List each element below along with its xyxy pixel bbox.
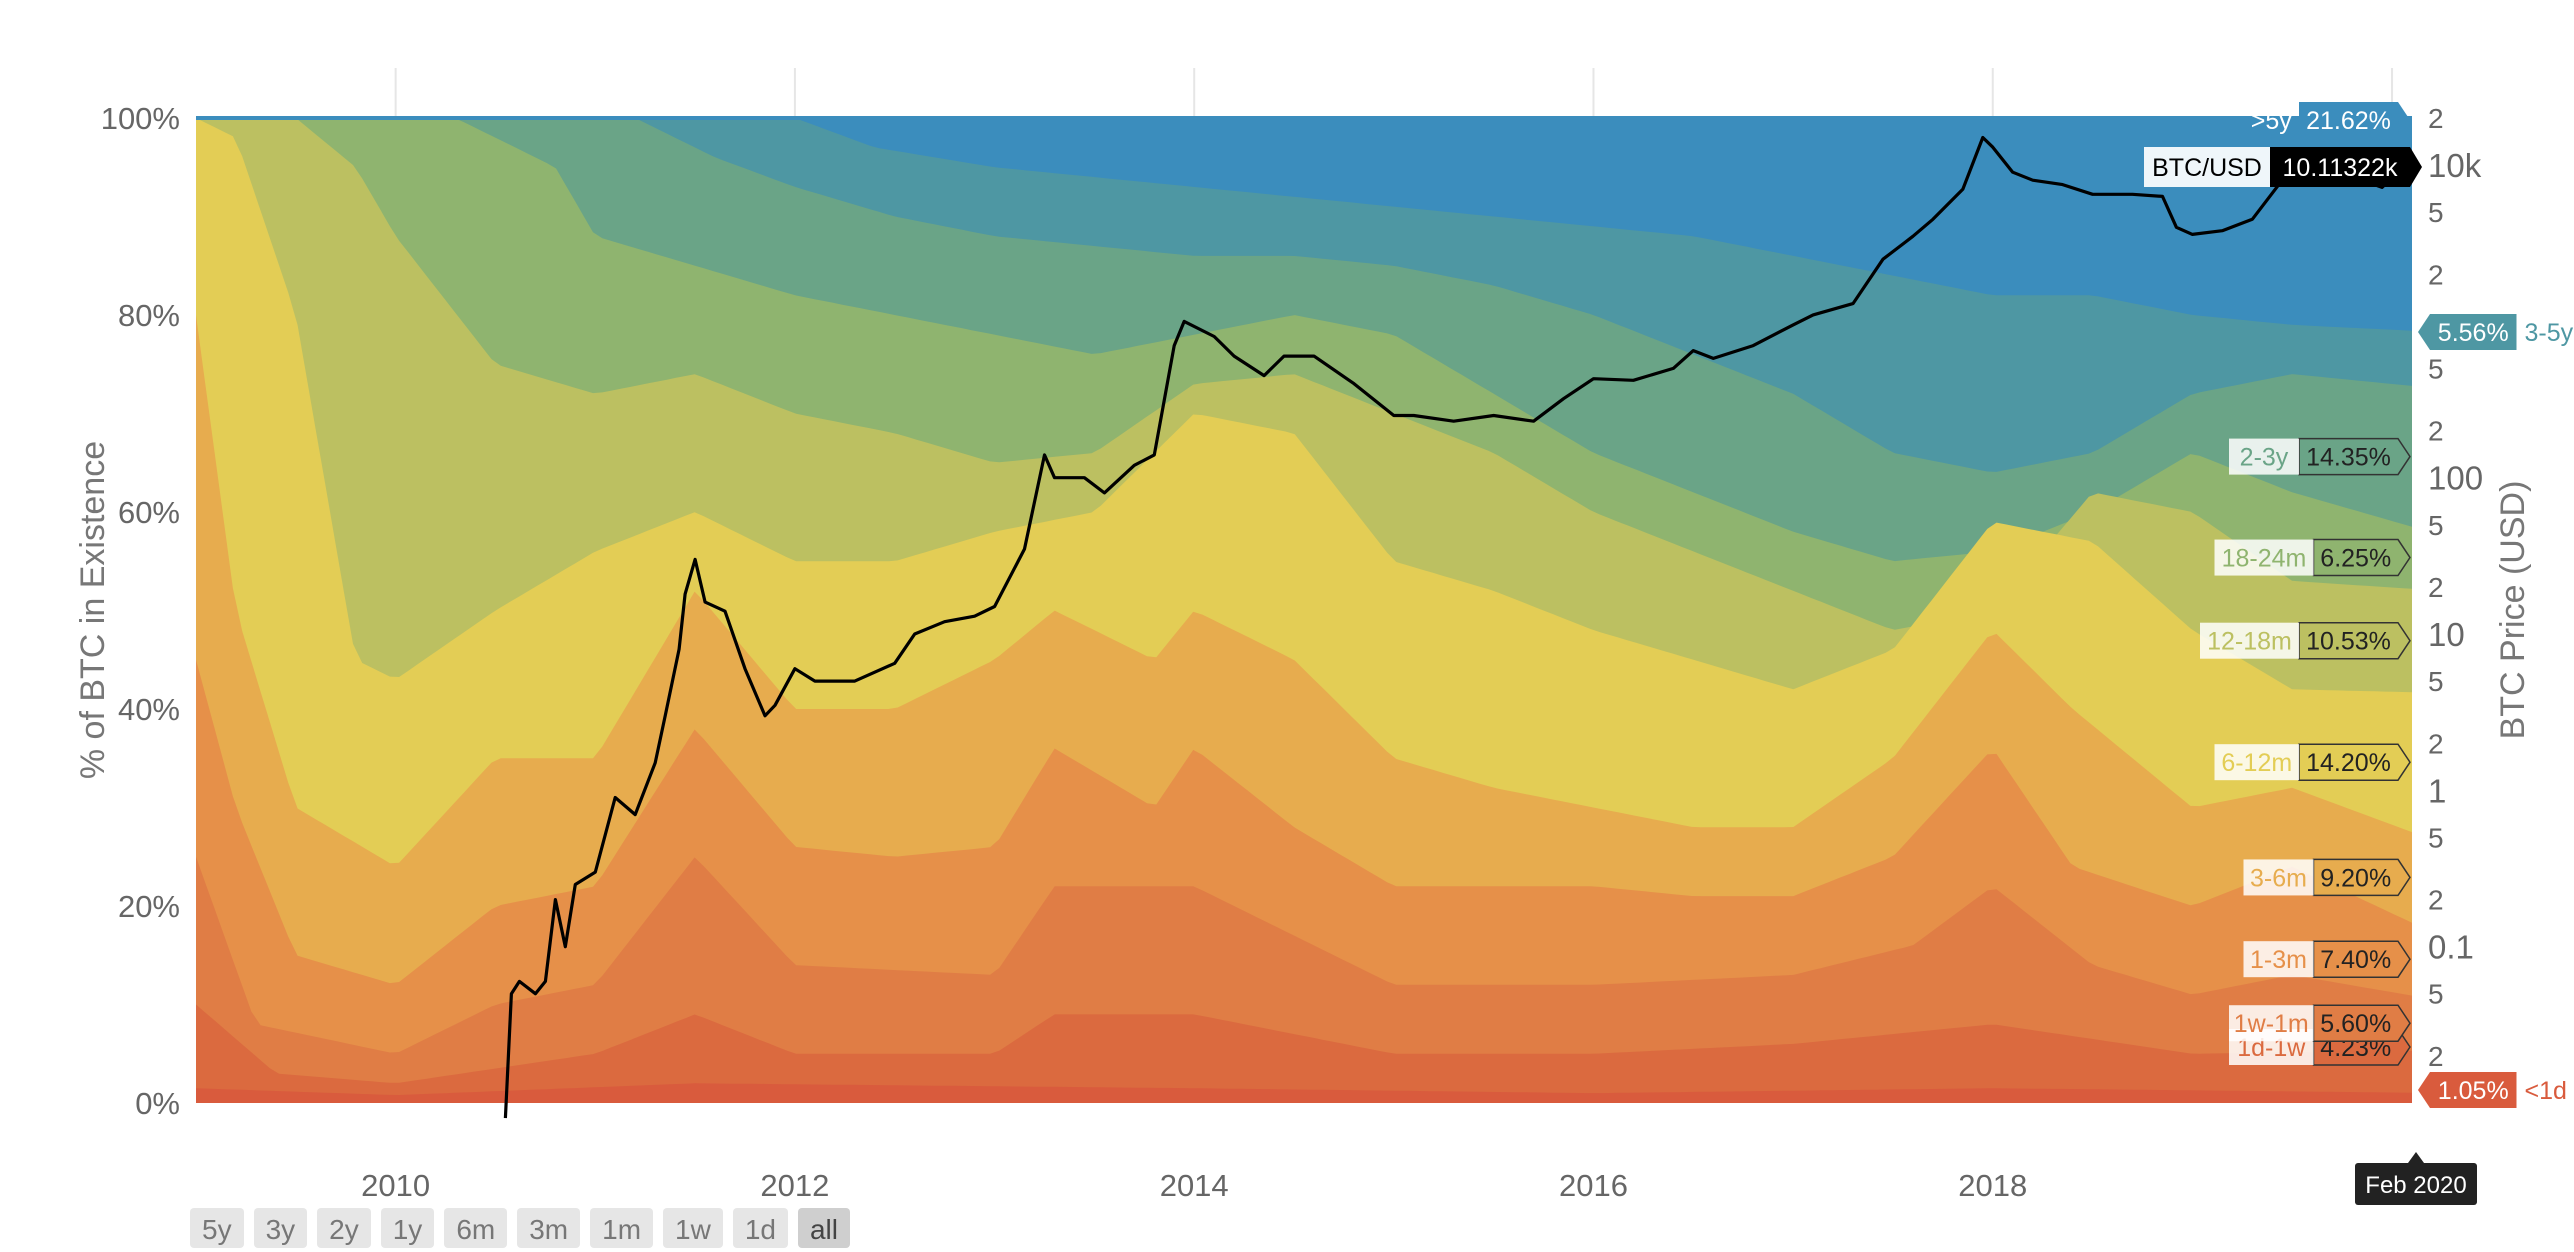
btc-price-badge-value: 10.11322k [2283,154,2398,182]
badge-value: 1.05% [2438,1077,2509,1105]
btc-price-badge-label: BTC/USD [2152,154,2262,182]
badge-name-box [2243,859,2314,896]
right-minor-tick-label: 5 [2428,510,2444,541]
left-axis: 0% 20% 40% 60% 80% 100% [101,101,180,1121]
badge-value: 5.56% [2438,319,2509,347]
range-button-6m[interactable]: 6m [444,1208,508,1248]
right-tick-label: 1 [2428,772,2446,809]
area-lt-1d [196,1083,2412,1103]
price-line-layer [503,135,2413,1119]
range-button-1w[interactable]: 1w [663,1208,723,1248]
right-minor-tick-label: 5 [2428,353,2444,384]
series-badges: 1.05% <1d4.23%1d-1w5.60%1w-1m7.40%1-3m9.2… [2200,102,2574,1108]
right-minor-tick-label: 2 [2428,728,2444,759]
bottom-tick-label: 2010 [361,1168,430,1203]
badge-name-box [2229,438,2299,475]
right-minor-tick-label: 5 [2428,822,2444,853]
badge-name: 3-6m [2250,864,2307,892]
right-axis-title: BTC Price (USD) [2494,481,2532,740]
badge-2-3y: 14.35% 2-3y [2229,437,2411,476]
bottom-tick-label: 2018 [1958,1168,2027,1203]
right-minor-tick-label: 2 [2428,259,2444,290]
right-tick-label: 100 [2428,460,2483,497]
badge-name-box [2214,539,2314,576]
range-button-5y[interactable]: 5y [190,1208,244,1248]
badge-value-box [2418,314,2517,350]
date-tooltip-label: Feb 2020 [2365,1172,2466,1199]
badge-name: 2-3y [2240,444,2289,472]
badge-1-3m: 7.40% 1-3m [2243,940,2411,978]
left-axis-title: % of BTC in Existence [74,441,112,779]
left-tick-label: 80% [118,298,180,333]
badge-name: 18-24m [2222,545,2307,573]
range-button-1m[interactable]: 1m [590,1208,654,1248]
badge-6-12m: 14.20% 6-12m [2214,743,2411,781]
badge-name-box [2200,622,2299,659]
right-minor-tick-label: 2 [2428,416,2444,447]
badge-value: 7.40% [2320,946,2391,974]
badge-value-box [2418,1072,2517,1108]
btc-price-line [503,135,2413,1119]
range-button-3m[interactable]: 3m [517,1208,581,1248]
badge-3-5y: 5.56% 3-5y [2418,314,2574,350]
date-tooltip: Feb 2020 [2355,1152,2477,1205]
right-tick-label: 10 [2428,616,2465,653]
range-button-2y[interactable]: 2y [317,1208,371,1248]
bottom-tick-label: 2014 [1160,1168,1229,1203]
badge-value: 6.25% [2320,545,2391,573]
badge-name: >5y [2251,107,2293,135]
left-tick-label: 40% [118,692,180,727]
badge-name: <1d [2525,1077,2567,1105]
badge-value: 14.20% [2306,749,2391,777]
badge-1w-1m: 5.60% 1w-1m [2229,1004,2411,1042]
btc-price-badge: BTC/USD 10.11322k [2144,147,2422,187]
right-tick-label: 0.1 [2428,929,2474,966]
area-1d-1w [196,1004,2412,1103]
right-minor-tick-label: 2 [2428,572,2444,603]
range-selector: 5y 3y 2y 1y 6m 3m 1m 1w 1d all [190,1208,850,1248]
left-tick-label: 60% [118,495,180,530]
bottom-axis: 2010 2012 2014 2016 2018 [361,1168,2027,1203]
badge-name-box [2214,744,2299,781]
bottom-tick-label: 2012 [760,1168,829,1203]
badge-name: 3-5y [2525,319,2574,347]
range-button-1d[interactable]: 1d [732,1208,788,1248]
right-minor-tick-label: 2 [2428,885,2444,916]
range-button-1y[interactable]: 1y [380,1208,435,1248]
badge-value: 5.60% [2320,1010,2391,1038]
right-axis: 0.1 1 10 100 10k 2 5 2 5 2 5 2 5 2 5 2 5 2 [2428,103,2483,1072]
age-band-areas [196,116,2412,1103]
bottom-tick-label: 2016 [1559,1168,1628,1203]
left-tick-label: 100% [101,101,180,136]
badge-value: 10.53% [2306,628,2391,656]
right-minor-tick-label: 2 [2428,103,2444,134]
badge-value: 9.20% [2320,864,2391,892]
badge-name: 6-12m [2221,749,2292,777]
badge-value: 21.62% [2306,107,2391,135]
left-tick-label: 20% [118,889,180,924]
right-minor-tick-label: 2 [2428,1041,2444,1072]
range-button-all[interactable]: all [797,1208,850,1248]
badge-3-6m: 9.20% 3-6m [2243,858,2411,897]
badge-name-box [2243,941,2314,978]
left-tick-label: 0% [135,1086,180,1121]
right-minor-tick-label: 5 [2428,979,2444,1010]
badge-12-18m: 10.53% 12-18m [2200,621,2411,660]
badge-name-box [2229,1005,2314,1042]
right-tick-label: 10k [2428,147,2482,184]
badge-gt-5y: 21.62% >5y [2251,102,2410,138]
badge-name: 1-3m [2250,946,2307,974]
badge-name: 1w-1m [2234,1010,2309,1038]
badge-value-box [2299,102,2410,138]
right-minor-tick-label: 5 [2428,666,2444,697]
badge-name: 12-18m [2207,628,2292,656]
badge-value: 14.35% [2306,444,2391,472]
badge-lt-1d: 1.05% <1d [2418,1072,2567,1108]
right-minor-tick-label: 5 [2428,197,2444,228]
badge-18-24m: 6.25% 18-24m [2214,538,2411,577]
range-button-3y[interactable]: 3y [253,1208,308,1248]
